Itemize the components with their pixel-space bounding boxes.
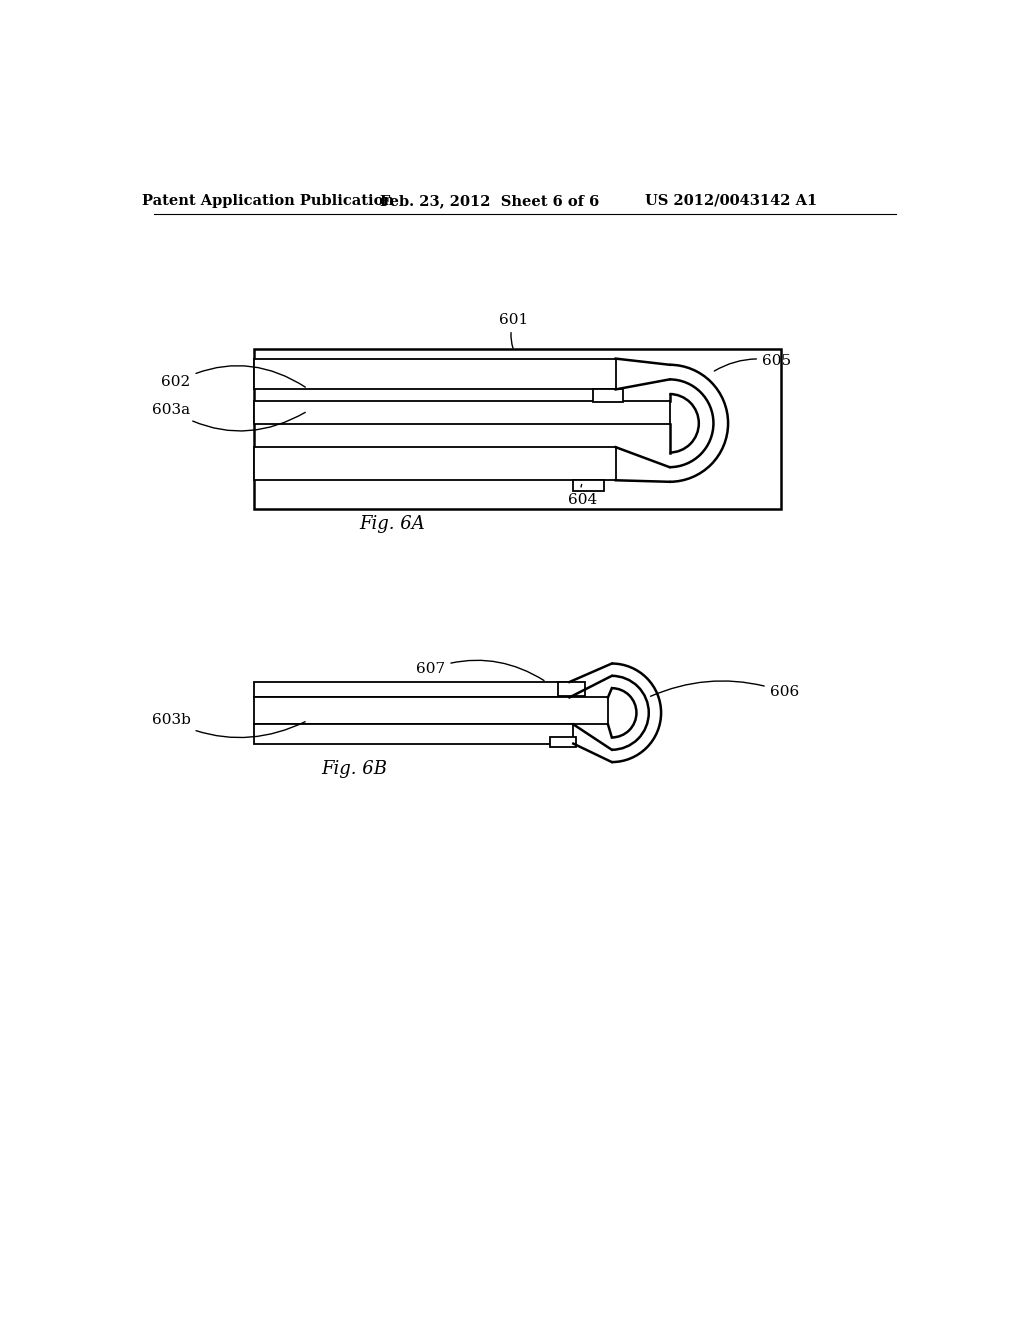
FancyBboxPatch shape: [254, 725, 573, 743]
Text: 605: 605: [715, 354, 792, 371]
FancyBboxPatch shape: [254, 350, 781, 508]
FancyBboxPatch shape: [254, 697, 608, 725]
Text: Fig. 6B: Fig. 6B: [321, 760, 387, 777]
FancyBboxPatch shape: [254, 401, 670, 424]
Text: US 2012/0043142 A1: US 2012/0043142 A1: [645, 194, 817, 207]
Text: 602: 602: [162, 366, 305, 389]
FancyBboxPatch shape: [254, 682, 569, 697]
Text: 603b: 603b: [152, 714, 305, 738]
FancyBboxPatch shape: [558, 682, 585, 696]
FancyBboxPatch shape: [573, 480, 604, 491]
Text: 601: 601: [500, 313, 528, 348]
FancyBboxPatch shape: [254, 447, 615, 480]
Text: 604: 604: [568, 484, 597, 507]
FancyBboxPatch shape: [593, 389, 624, 401]
Text: Fig. 6A: Fig. 6A: [359, 515, 425, 533]
FancyBboxPatch shape: [550, 738, 575, 747]
Text: Patent Application Publication: Patent Application Publication: [141, 194, 393, 207]
FancyBboxPatch shape: [254, 359, 615, 389]
Text: 606: 606: [650, 681, 799, 700]
Text: 603a: 603a: [153, 403, 305, 432]
Text: 607: 607: [417, 660, 544, 681]
Text: Feb. 23, 2012  Sheet 6 of 6: Feb. 23, 2012 Sheet 6 of 6: [380, 194, 599, 207]
